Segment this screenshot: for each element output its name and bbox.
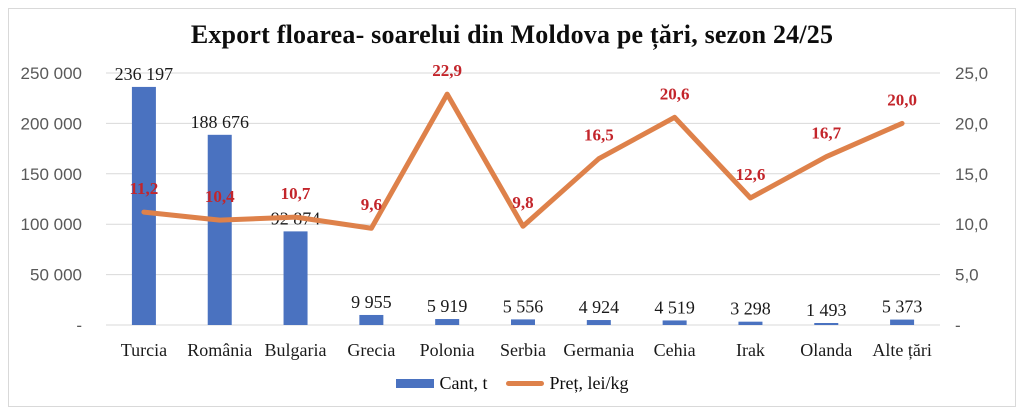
- y-axis-left-tick: 150 000: [21, 165, 82, 184]
- bar-8: [738, 321, 763, 325]
- price-value-label-7: 20,6: [660, 84, 690, 103]
- price-line: [141, 91, 905, 231]
- y-axis-left-tick: 250 000: [21, 64, 82, 83]
- bar-7: [662, 320, 687, 325]
- bar-value-label-8: 3 298: [730, 299, 771, 319]
- legend-item-quantity: Cant, t: [395, 373, 488, 393]
- bar-value-label-3: 9 955: [351, 292, 392, 312]
- category-label-2: Bulgaria: [265, 340, 327, 360]
- y-axis-right-tick: 5,0: [955, 266, 979, 285]
- bar-value-label-6: 4 924: [579, 297, 620, 317]
- y-axis-right-tick: 20,0: [955, 114, 988, 133]
- bar-6: [586, 320, 611, 325]
- price-value-label-1: 10,4: [205, 187, 235, 206]
- price-value-label-9: 16,7: [811, 124, 841, 143]
- price-value-label-0: 11,2: [130, 179, 159, 198]
- bar-4: [435, 319, 460, 325]
- price-value-label-10: 20,0: [887, 90, 917, 109]
- category-label-9: Olanda: [800, 340, 852, 360]
- y-axis-right-tick: 25,0: [955, 64, 988, 83]
- y-axis-left-tick: 100 000: [21, 215, 82, 234]
- bar-10: [890, 319, 915, 325]
- bar-9: [814, 323, 839, 325]
- bar-value-label-5: 5 556: [503, 296, 544, 316]
- y-axis-right-tick: -: [955, 316, 961, 335]
- category-label-6: Germania: [563, 340, 634, 360]
- y-axis-left-tick: -: [76, 316, 82, 335]
- price-value-label-4: 22,9: [432, 61, 462, 80]
- bar-value-label-9: 1 493: [806, 300, 847, 320]
- bar-5: [511, 319, 535, 325]
- bar-value-label-4: 5 919: [427, 296, 468, 316]
- bar-value-label-0: 236 197: [115, 64, 174, 84]
- price-value-label-3: 9,6: [361, 195, 382, 214]
- bar-2: [283, 231, 308, 325]
- bar-series-swatch-icon: [395, 378, 434, 388]
- price-value-label-8: 12,6: [736, 165, 766, 184]
- legend-label-quantity: Cant, t: [439, 373, 488, 393]
- chart-legend: Cant, t Preț, lei/kg: [0, 374, 1024, 392]
- line-series-swatch-icon: [505, 380, 544, 386]
- price-value-label-2: 10,7: [281, 184, 311, 203]
- chart-title: Export floarea- soarelui din Moldova pe …: [190, 20, 834, 49]
- legend-label-price: Preț, lei/kg: [549, 373, 629, 393]
- category-label-0: Turcia: [121, 340, 167, 360]
- bar-value-label-10: 5 373: [882, 297, 923, 317]
- bar-value-label-7: 4 519: [654, 297, 695, 317]
- category-label-5: Serbia: [500, 340, 546, 360]
- bar-value-label-1: 188 676: [190, 112, 249, 132]
- category-label-1: România: [187, 340, 252, 360]
- price-value-label-6: 16,5: [584, 126, 614, 145]
- category-label-4: Polonia: [420, 340, 475, 360]
- price-value-label-5: 9,8: [512, 193, 533, 212]
- category-label-10: Alte țări: [872, 340, 931, 360]
- category-label-3: Grecia: [347, 340, 395, 360]
- y-axis-left-tick: 200 000: [21, 114, 82, 133]
- category-label-8: Irak: [736, 340, 765, 360]
- bar-3: [359, 314, 384, 325]
- bar-0: [131, 86, 156, 325]
- bar-1: [207, 134, 232, 325]
- y-axis-right-tick: 15,0: [955, 165, 988, 184]
- y-axis-right-tick: 10,0: [955, 215, 988, 234]
- legend-item-price: Preț, lei/kg: [505, 373, 629, 393]
- category-label-7: Cehia: [654, 340, 696, 360]
- y-axis-left-tick: 50 000: [30, 266, 82, 285]
